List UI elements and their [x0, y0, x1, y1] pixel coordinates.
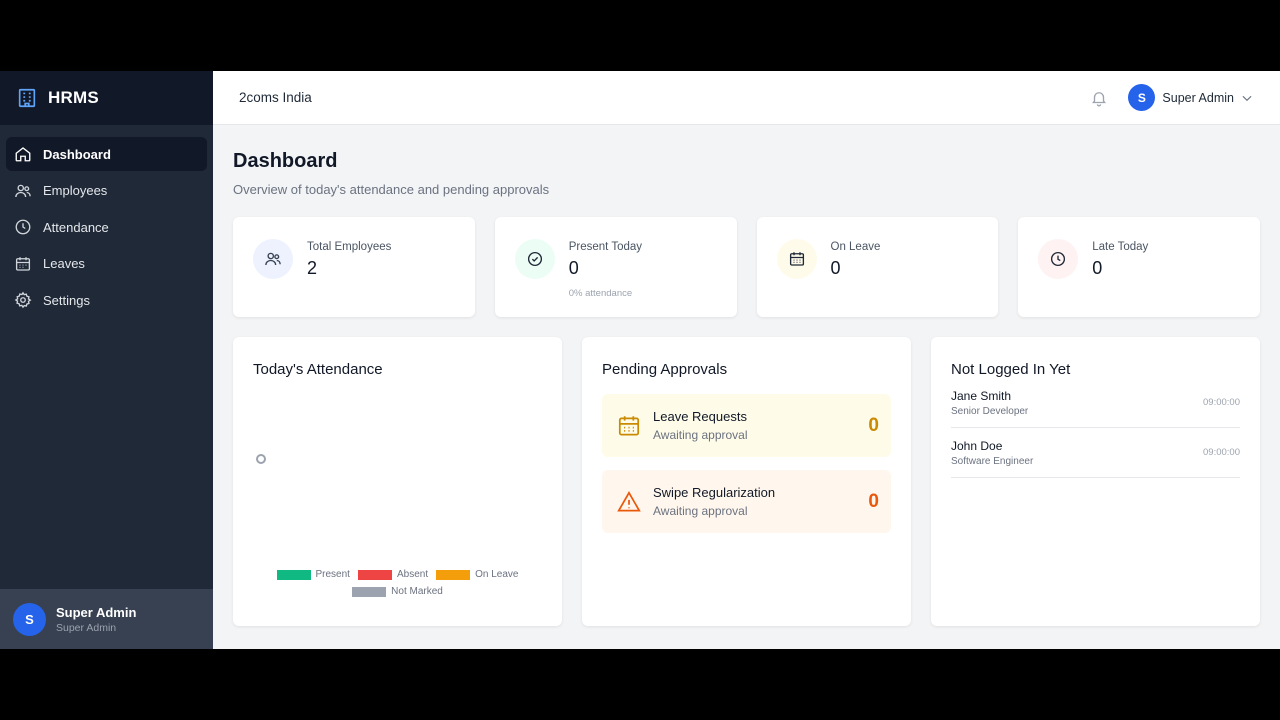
stat-note: 0% attendance — [568, 288, 633, 299]
calendar-icon — [776, 239, 817, 279]
stat-card-present-today[interactable]: Present Today 0 0% attendance — [494, 217, 737, 317]
legend-label: Not Marked — [391, 586, 443, 597]
panel-title: Not Logged In Yet — [951, 361, 1071, 378]
sidebar-item-leaves[interactable]: Leaves — [6, 247, 207, 281]
gear-icon — [14, 291, 32, 309]
stat-card-on-leave[interactable]: On Leave 0 — [756, 217, 999, 317]
sidebar-user-card[interactable]: S Super Admin Super Admin — [0, 589, 213, 649]
legend-item-present[interactable]: Present — [276, 569, 350, 580]
legend-item-on-leave[interactable]: On Leave — [436, 569, 518, 580]
sidebar-user-name: Super Admin — [56, 604, 137, 620]
leave-requests-card[interactable]: Leave Requests Awaiting approval 0 — [602, 394, 891, 457]
list-item[interactable]: Jane Smith Senior Developer 09:00:00 — [951, 378, 1240, 428]
user-menu-name[interactable]: Super Admin — [1162, 90, 1234, 105]
person-name: John Doe — [951, 438, 1003, 453]
sidebar: HRMS Dashboard Employees Attendance — [0, 71, 213, 649]
sidebar-item-dashboard[interactable]: Dashboard — [6, 137, 207, 171]
panel-title: Pending Approvals — [602, 361, 728, 378]
approval-title: Leave Requests — [653, 409, 747, 424]
sidebar-item-label: Dashboard — [43, 146, 111, 162]
clock-icon — [1038, 239, 1079, 279]
home-icon — [14, 145, 32, 163]
calendar-icon — [14, 255, 32, 273]
sidebar-user-role: Super Admin — [56, 621, 117, 634]
list-item[interactable]: John Doe Software Engineer 09:00:00 — [951, 428, 1240, 478]
approval-title: Swipe Regularization — [653, 485, 776, 500]
dashboard-content: Dashboard Overview of today's attendance… — [213, 125, 1280, 626]
main-area: 2coms India S Super Admin Dashboard Over… — [213, 71, 1280, 649]
legend-label: On Leave — [475, 569, 519, 580]
person-time: 09:00:00 — [1203, 447, 1240, 458]
sidebar-item-label: Attendance — [43, 219, 109, 235]
check-circle-icon — [514, 239, 555, 279]
top-bar: 2coms India S Super Admin — [213, 71, 1280, 125]
approval-subtitle: Awaiting approval — [653, 504, 748, 518]
swipe-regularization-card[interactable]: Swipe Regularization Awaiting approval 0 — [602, 470, 891, 533]
chart-legend: Present Absent On Leave Not Marked — [233, 569, 562, 597]
panel-title: Today's Attendance — [253, 361, 383, 378]
stat-value: 2 — [307, 258, 318, 278]
brand[interactable]: HRMS — [0, 71, 213, 125]
app-window: HRMS Dashboard Employees Attendance — [0, 71, 1280, 649]
person-name: Jane Smith — [951, 388, 1012, 403]
stat-card-total-employees[interactable]: Total Employees 2 — [233, 217, 475, 317]
stat-label: On Leave — [830, 241, 881, 253]
sidebar-item-attendance[interactable]: Attendance — [6, 210, 207, 244]
approval-count: 0 — [868, 414, 879, 436]
page-title: Dashboard — [233, 150, 338, 172]
legend-label: Present — [315, 569, 350, 580]
stat-label: Total Employees — [307, 241, 392, 253]
approval-count: 0 — [868, 490, 879, 512]
attendance-panel: Today's Attendance Present Absent — [233, 337, 562, 626]
sidebar-nav: Dashboard Employees Attendance Leaves — [0, 125, 213, 317]
not-logged-in-panel: Not Logged In Yet Jane Smith Senior Deve… — [931, 337, 1260, 626]
bell-icon[interactable] — [1090, 89, 1108, 107]
chevron-down-icon[interactable] — [1240, 91, 1254, 105]
approval-subtitle: Awaiting approval — [653, 428, 748, 442]
users-icon — [14, 182, 32, 200]
person-role: Software Engineer — [951, 455, 1034, 467]
stat-card-late-today[interactable]: Late Today 0 — [1018, 217, 1260, 317]
legend-swatch — [352, 586, 387, 597]
legend-swatch — [436, 569, 471, 580]
sidebar-item-employees[interactable]: Employees — [6, 174, 207, 208]
stat-label: Present Today — [568, 241, 643, 253]
sidebar-item-label: Leaves — [43, 256, 85, 271]
legend-swatch — [276, 569, 311, 580]
panels-row: Today's Attendance Present Absent — [233, 337, 1260, 626]
clock-icon — [14, 218, 32, 236]
stat-value: 0 — [568, 258, 579, 278]
sidebar-item-settings[interactable]: Settings — [6, 283, 207, 317]
sidebar-item-label: Settings — [43, 292, 90, 308]
legend-item-not-marked[interactable]: Not Marked — [237, 586, 558, 597]
building-icon — [16, 87, 38, 109]
person-role: Senior Developer — [951, 405, 1029, 417]
pending-approvals-panel: Pending Approvals Leave Requests Awaitin… — [582, 337, 911, 626]
users-icon — [253, 239, 293, 279]
brand-name: HRMS — [48, 88, 99, 107]
stat-value: 0 — [830, 258, 841, 278]
stat-label: Late Today — [1092, 241, 1149, 253]
page-subtitle: Overview of today's attendance and pendi… — [233, 182, 550, 197]
company-name: 2coms India — [239, 90, 312, 105]
sidebar-item-label: Employees — [43, 183, 108, 198]
warning-icon — [616, 489, 642, 515]
stats-row: Total Employees 2 Present Today 0 0% att… — [233, 217, 1260, 317]
attendance-donut-chart — [256, 454, 266, 464]
legend-label: Absent — [396, 569, 429, 580]
user-avatar[interactable]: S — [1128, 84, 1156, 111]
calendar-icon — [616, 413, 642, 439]
legend-swatch — [357, 569, 392, 580]
stat-value: 0 — [1092, 258, 1103, 278]
avatar: S — [13, 602, 46, 636]
person-time: 09:00:00 — [1203, 397, 1240, 408]
legend-item-absent[interactable]: Absent — [357, 569, 429, 580]
